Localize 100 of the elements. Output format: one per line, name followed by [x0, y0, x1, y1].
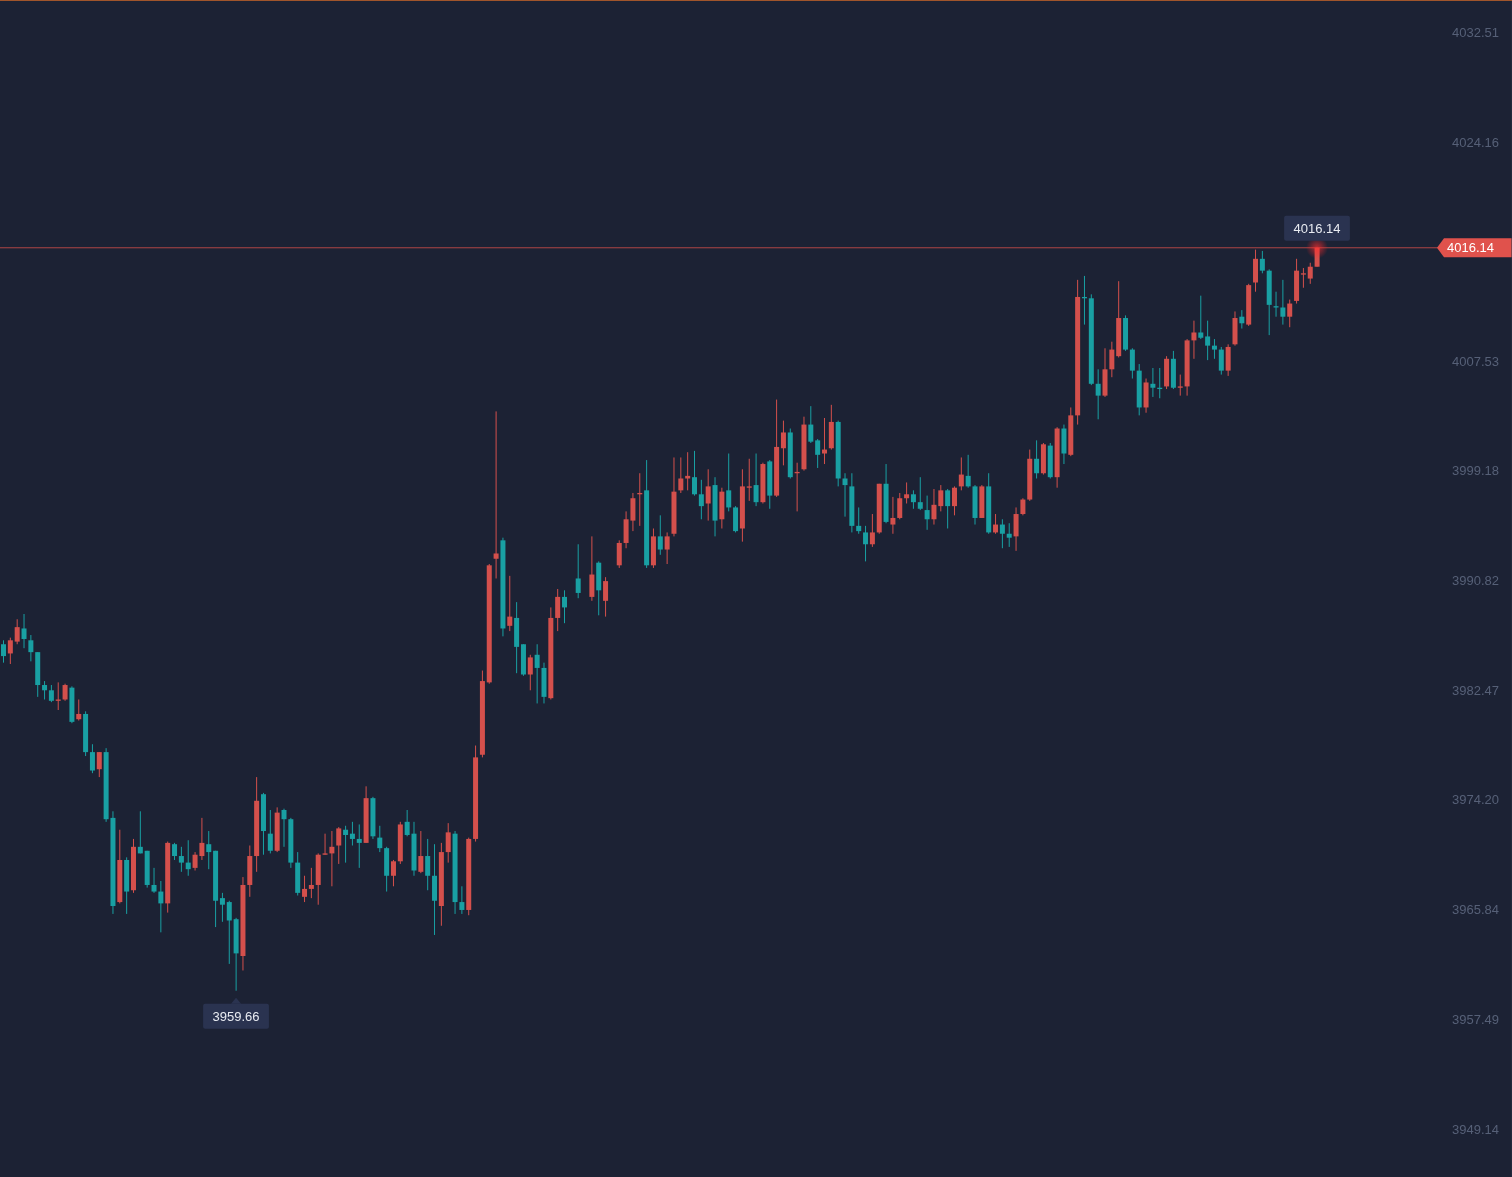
candlestick — [418, 830, 424, 874]
candlestick — [151, 867, 157, 894]
candlestick — [1211, 338, 1217, 360]
candlestick — [904, 481, 910, 504]
candlestick — [938, 484, 944, 512]
candlestick — [698, 479, 704, 520]
candlestick — [493, 410, 499, 579]
annotation: 4016.14 — [1293, 220, 1341, 236]
candlestick — [1095, 368, 1101, 420]
candlestick — [999, 518, 1005, 549]
candlestick — [302, 875, 308, 903]
y-tick-label: 3990.82 — [1452, 573, 1499, 589]
candlestick — [863, 525, 869, 562]
candlestick — [267, 809, 273, 854]
ref-line-label: 4016.14 — [1447, 240, 1494, 256]
candlestick — [14, 618, 20, 645]
candlestick — [76, 699, 82, 722]
candlestick — [815, 438, 821, 469]
candlestick — [910, 489, 916, 510]
candlestick — [931, 488, 937, 526]
candlestick — [657, 514, 663, 556]
candlestick — [322, 833, 328, 856]
annotation: 3959.66 — [212, 1008, 260, 1024]
candlestick — [349, 821, 355, 847]
candlestick — [1034, 439, 1040, 479]
candlestick — [753, 453, 759, 507]
candlestick — [555, 588, 561, 632]
candlestick — [226, 900, 232, 965]
candlestick — [356, 823, 362, 869]
candlestick — [21, 613, 27, 649]
candlestick — [780, 420, 786, 466]
candlestick — [158, 880, 164, 933]
candlestick — [993, 513, 999, 535]
y-tick-label: 3982.47 — [1452, 683, 1499, 699]
candlestick — [527, 654, 533, 691]
candlestick — [137, 810, 143, 854]
candlestick — [1225, 343, 1231, 377]
candlestick — [603, 576, 609, 618]
candlestick — [733, 505, 739, 533]
candlestick — [1280, 279, 1286, 326]
candlestick — [678, 456, 684, 494]
candlestick — [1109, 341, 1115, 378]
candlestick — [28, 634, 34, 662]
candlestick — [445, 822, 451, 864]
candlestick — [1150, 367, 1156, 398]
y-tick-label: 3949.14 — [1452, 1121, 1499, 1137]
candlestick — [589, 535, 595, 602]
candlestick — [55, 681, 61, 711]
y-tick-label: 4007.53 — [1452, 353, 1499, 369]
candlestick — [308, 867, 314, 899]
y-tick-label: 3974.20 — [1452, 792, 1499, 808]
candlestick — [842, 472, 848, 518]
candlestick — [808, 405, 814, 444]
candlestick — [377, 825, 383, 853]
candlestick — [897, 492, 903, 520]
candlestick — [329, 830, 335, 887]
candlestick — [185, 839, 191, 877]
candlestick — [1253, 249, 1259, 293]
candlestick — [1205, 320, 1211, 361]
candlestick — [692, 450, 698, 497]
candlestick — [42, 680, 48, 700]
candlestick — [96, 751, 102, 778]
candlestick — [575, 543, 581, 599]
candlestick — [507, 575, 513, 632]
candlestick — [219, 892, 225, 923]
candlestick — [705, 468, 711, 522]
candlestick — [390, 859, 396, 887]
candlestick — [206, 830, 212, 870]
candlestick — [534, 643, 540, 704]
candlestick — [1129, 347, 1135, 380]
candlestick — [1287, 299, 1293, 328]
candlestick — [965, 454, 971, 489]
candlestick — [869, 513, 875, 548]
candlestick — [1218, 346, 1224, 376]
candlestick — [1013, 506, 1019, 552]
y-tick-label: 3965.84 — [1452, 902, 1499, 918]
candlestick — [746, 458, 752, 502]
candlestick — [822, 417, 827, 465]
candlestick — [425, 838, 431, 891]
y-tick-label: 3957.49 — [1452, 1011, 1499, 1027]
candlestick — [1307, 262, 1313, 285]
candlestick — [917, 476, 923, 511]
candlestick — [616, 539, 622, 569]
candlestick — [1177, 374, 1183, 397]
candlestick — [336, 826, 342, 865]
candlestick — [1191, 320, 1197, 360]
candlestick — [1, 639, 6, 664]
y-tick-label: 4024.16 — [1452, 134, 1499, 150]
candlestick — [459, 885, 465, 915]
candlestick — [890, 496, 896, 535]
candlestick — [685, 451, 691, 491]
candlestick — [664, 531, 670, 565]
candlestick — [1006, 522, 1012, 548]
candlestick — [945, 488, 951, 529]
candlestick — [1259, 250, 1265, 274]
candlestick — [7, 637, 13, 665]
candlestick — [958, 456, 964, 491]
y-tick-label: 4032.51 — [1452, 25, 1499, 41]
candlestick — [89, 743, 95, 774]
candlestick — [281, 808, 287, 848]
